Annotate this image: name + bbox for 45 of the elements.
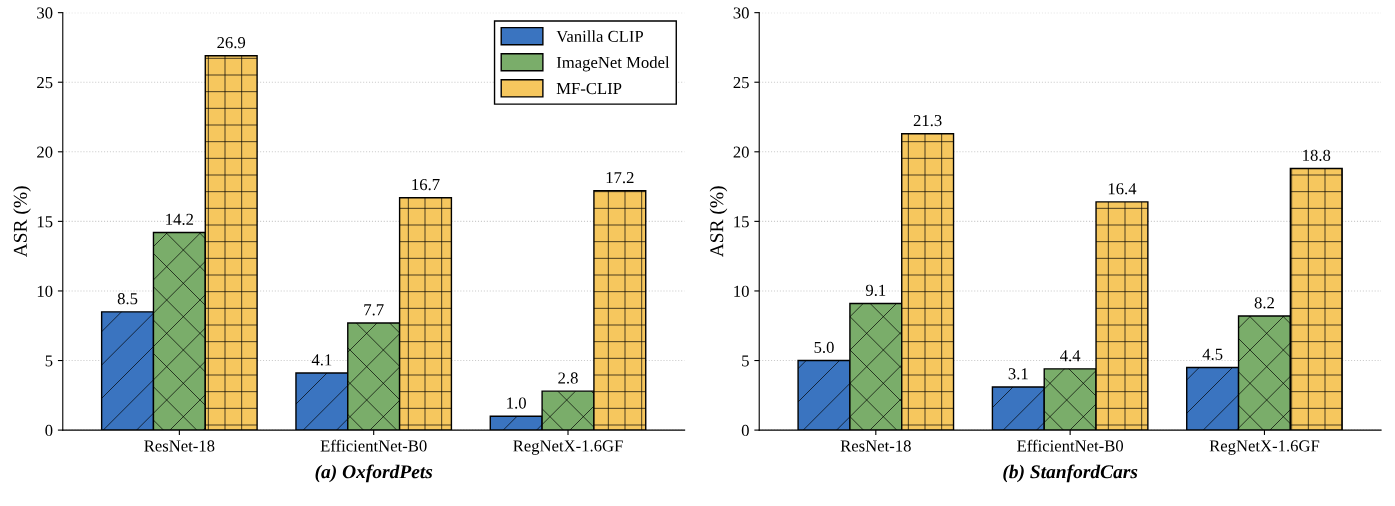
y-tick-label: 5 [45,355,53,367]
data-label: 17.2 [606,172,634,184]
x-tick-label: EfficientNet-B0 [1017,439,1124,452]
y-tick-label: 15 [37,216,53,228]
data-label: 18.8 [1303,149,1331,162]
legend-label: MF-CLIP [556,82,622,95]
data-label: 4.1 [311,354,332,366]
y-axis-title: ASR (%) [709,186,728,258]
y-tick-label: 25 [733,76,749,89]
data-label: 3.1 [1008,368,1028,380]
x-tick-label: EfficientNet-B0 [320,439,427,452]
y-tick-label: 20 [733,146,749,158]
data-label: 9.1 [865,284,886,296]
data-label: 4.5 [1202,348,1223,360]
data-label: 2.8 [558,372,578,384]
data-label: 16.7 [412,178,440,191]
x-tick-label: ResNet-18 [144,440,215,452]
x-tick-label: RegNetX-1.6GF [1209,440,1320,455]
y-tick-label: 5 [742,355,749,367]
x-tick-label: ResNet-18 [840,440,911,452]
y-tick-label: 15 [734,216,749,228]
data-label: 4.4 [1060,350,1081,362]
data-label: 8.2 [1254,297,1274,309]
data-label: 7.7 [364,304,384,316]
text: (b) StanfordCars [1003,464,1138,483]
y-tick-label: 10 [734,285,749,297]
text: (a) OxfordPets [315,464,433,483]
data-label: 21.3 [913,114,942,127]
legend-label: Vanilla CLIP [556,30,644,43]
data-label: 5.0 [814,341,834,354]
y-tick-label: 20 [37,146,53,158]
data-label: 8.5 [117,293,138,305]
y-tick-label: 10 [37,285,53,297]
y-tick-label: 0 [45,424,53,437]
y-tick-label: 30 [37,7,53,19]
y-tick-label: 30 [733,7,749,19]
y-axis-title: ASR (%) [13,186,31,258]
x-tick-label: RegNetX-1.6GF [513,440,623,455]
data-label: 26.9 [217,37,246,49]
data-label: 1.0 [507,397,526,409]
legend-label: ImageNet Model [556,56,670,72]
y-tick-label: 0 [741,424,749,437]
data-label: 16.4 [1108,183,1137,195]
data-label: 14.2 [166,213,194,226]
y-tick-label: 25 [37,76,53,89]
